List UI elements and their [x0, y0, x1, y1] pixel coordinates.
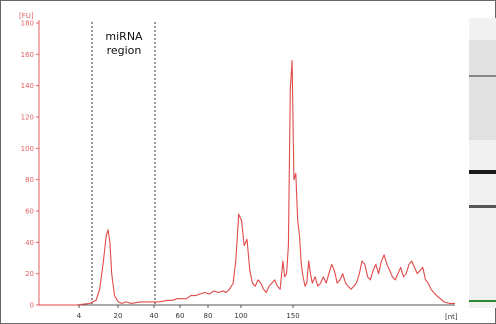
y-axis-label: [FU]: [19, 12, 34, 20]
y-tick-label: 180: [21, 20, 34, 28]
series: [39, 60, 455, 306]
x-tick-label: 80: [204, 312, 213, 320]
gel-haze: [469, 40, 496, 140]
x-axis-label: [nt]: [445, 313, 458, 321]
y-ticks: 0 20 40 60 80 100 120 140 160 180: [21, 20, 39, 310]
mirna-region-label-line2: region: [107, 44, 142, 57]
gel-band: [469, 205, 496, 208]
x-tick-label: 100: [234, 312, 247, 320]
x-tick-label: 40: [150, 312, 159, 320]
x-ticks: 4 20 40 60 80 100 150: [77, 305, 300, 320]
x-tick-label: 4: [77, 312, 82, 320]
y-tick-label: 60: [25, 208, 34, 216]
y-tick-label: 140: [21, 82, 34, 90]
y-tick-label: 0: [30, 302, 34, 310]
y-tick-label: 40: [25, 239, 34, 247]
gel-image: [469, 18, 496, 308]
gel-band: [469, 300, 496, 302]
gel-band: [469, 75, 496, 77]
x-tick-label: 20: [114, 312, 123, 320]
x-tick-label: 150: [286, 312, 299, 320]
x-tick-label: 60: [176, 312, 185, 320]
mirna-region-label-line1: miRNA: [105, 30, 143, 43]
axes: [38, 20, 455, 306]
y-tick-label: 100: [21, 145, 34, 153]
series-line: [39, 60, 455, 306]
y-tick-label: 120: [21, 114, 34, 122]
y-tick-label: 80: [25, 176, 34, 184]
gel-band: [469, 170, 496, 174]
y-tick-label: 20: [25, 270, 34, 278]
y-tick-label: 160: [21, 51, 34, 59]
